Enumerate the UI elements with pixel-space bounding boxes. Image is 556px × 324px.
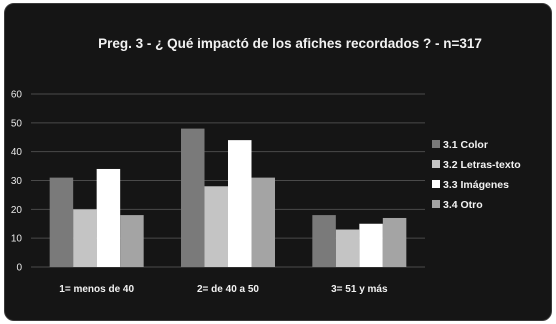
- bar: [96, 168, 121, 267]
- y-axis: 0 10 20 30 40 50 60: [11, 90, 23, 274]
- legend-label: 3.1 Color: [443, 139, 488, 151]
- bar: [73, 209, 97, 267]
- bar: [120, 215, 144, 267]
- legend-swatch: [432, 200, 440, 208]
- bar: [359, 223, 383, 267]
- legend-label: 3.4 Otro: [443, 199, 483, 211]
- bar: [251, 177, 275, 267]
- legend: 3.1 Color 3.2 Letras-texto 3.3 Imágenes 3.4…: [432, 139, 521, 211]
- legend-swatch: [432, 160, 440, 168]
- y-tick-label: 20: [11, 205, 23, 216]
- x-category-label: 1= menos de 40: [59, 284, 134, 295]
- bar: [181, 128, 205, 267]
- bar: [228, 140, 252, 267]
- chart-frame: [4, 3, 552, 321]
- x-axis: 1= menos de 40 2= de 40 a 50 3= 51 y más: [59, 284, 388, 295]
- y-tick-label: 0: [16, 263, 22, 274]
- y-tick-label: 60: [11, 90, 23, 101]
- x-category-label: 3= 51 y más: [331, 284, 388, 295]
- legend-label: 3.3 Imágenes: [443, 179, 509, 191]
- bar: [204, 186, 228, 267]
- x-category-label: 2= de 40 a 50: [197, 284, 259, 295]
- bar: [312, 215, 336, 267]
- legend-label: 3.2 Letras-texto: [443, 159, 521, 171]
- bar: [49, 177, 74, 267]
- y-tick-label: 10: [11, 234, 23, 245]
- chart-title: Preg. 3 - ¿ Qué impactó de los afiches r…: [98, 36, 482, 51]
- legend-swatch: [432, 180, 440, 188]
- legend-swatch: [432, 140, 440, 148]
- y-tick-label: 40: [11, 147, 23, 158]
- bar: [382, 217, 407, 267]
- bar: [335, 229, 360, 267]
- y-tick-label: 30: [11, 176, 23, 187]
- y-tick-label: 50: [11, 118, 23, 129]
- bars: [49, 128, 407, 267]
